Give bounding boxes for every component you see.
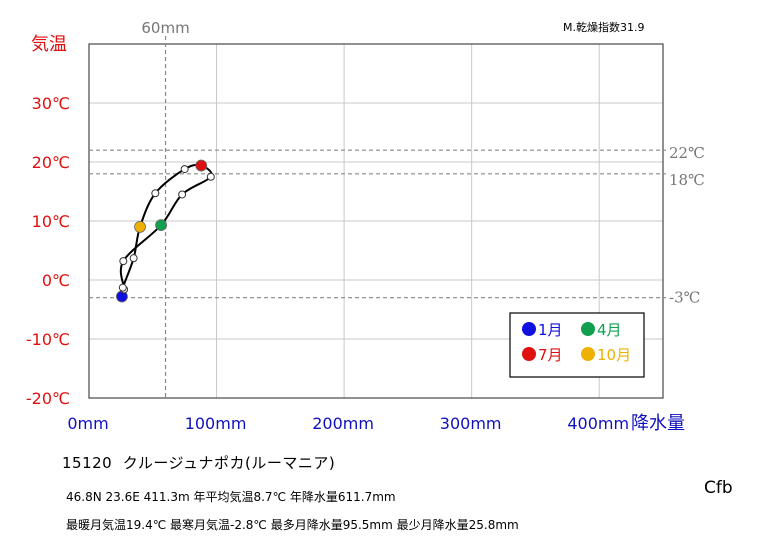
y-tick-label: 20℃ xyxy=(32,153,70,172)
legend-marker xyxy=(522,347,536,361)
month-point-12 xyxy=(118,283,127,292)
reference-label-temp: -3℃ xyxy=(669,289,700,307)
station-stats-2: 最暖月気温19.4℃ 最寒月気温-2.8℃ 最多月降水量95.5mm 最少月降水… xyxy=(66,518,519,532)
dryness-index: M.乾燥指数31.9 xyxy=(563,21,645,34)
month-point-6 xyxy=(206,172,215,181)
station-name: クルージュナポカ(ルーマニア) xyxy=(122,454,336,472)
month-point-11 xyxy=(129,254,138,263)
legend-label: 7月 xyxy=(538,346,563,364)
month-point-8 xyxy=(180,165,189,174)
station-line: 15120 クルージュナポカ(ルーマニア) xyxy=(62,452,335,473)
climate-code: Cfb xyxy=(704,478,733,498)
month-point-4 xyxy=(155,219,167,232)
month-point-10 xyxy=(134,220,146,233)
y-tick-label: 10℃ xyxy=(32,212,70,231)
y-tick-label: 30℃ xyxy=(32,94,70,113)
legend-label: 1月 xyxy=(538,321,563,339)
x-tick-label: 300mm xyxy=(440,414,502,433)
reference-label-precip: 60mm xyxy=(141,19,189,37)
reference-label-temp: 22℃ xyxy=(669,144,705,162)
x-axis-title: 降水量 xyxy=(631,413,685,434)
station-id: 15120 xyxy=(62,454,113,472)
reference-label-temp: 18℃ xyxy=(669,171,705,189)
month-point-5 xyxy=(178,190,187,199)
y-tick-label: -10℃ xyxy=(26,330,70,349)
x-tick-label: 200mm xyxy=(312,414,374,433)
y-axis-title: 気温 xyxy=(31,34,67,55)
x-tick-label: 400mm xyxy=(567,414,629,433)
station-stats-1: 46.8N 23.6E 411.3m 年平均気温8.7℃ 年降水量611.7mm xyxy=(66,490,396,504)
y-tick-label: -20℃ xyxy=(26,389,70,408)
climate-curve xyxy=(119,163,213,298)
plot-frame xyxy=(88,43,664,399)
legend-label: 10月 xyxy=(597,346,631,364)
legend-marker xyxy=(581,322,595,336)
month-point-9 xyxy=(151,189,160,198)
legend-marker xyxy=(581,347,595,361)
legend-label: 4月 xyxy=(597,321,622,339)
x-tick-label: 0mm xyxy=(67,414,108,433)
month-point-3 xyxy=(119,257,128,266)
x-tick-label: 100mm xyxy=(185,414,247,433)
legend-marker xyxy=(522,322,536,336)
month-point-7 xyxy=(195,159,208,172)
y-tick-label: 0℃ xyxy=(42,271,70,290)
